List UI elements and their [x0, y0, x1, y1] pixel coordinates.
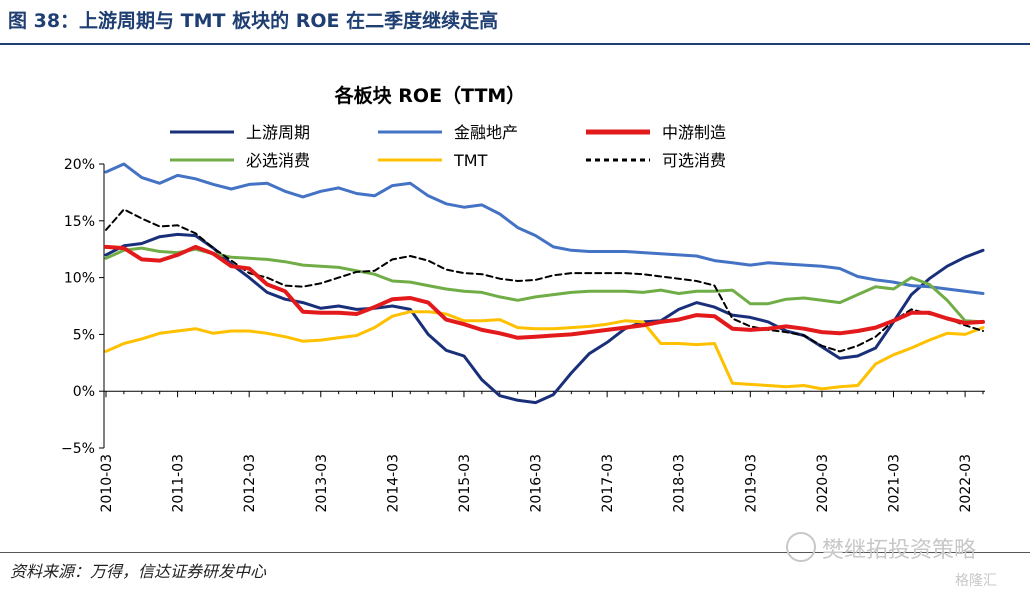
x-tick-label: 2010-03 [99, 454, 115, 513]
x-tick-label: 2012-03 [242, 454, 258, 513]
legend-label: TMT [453, 151, 488, 170]
x-tick-label: 2019-03 [743, 454, 759, 513]
series-line-0 [104, 232, 985, 405]
x-tick-label: 2020-03 [815, 454, 831, 513]
y-tick-label: 10% [64, 271, 95, 287]
y-tick-label: 20% [64, 157, 95, 173]
source-divider [0, 552, 1030, 553]
series-line-2 [104, 244, 985, 340]
title-divider [0, 43, 1030, 45]
legend-label: 金融地产 [454, 123, 518, 142]
x-tick-label: 2017-03 [600, 454, 616, 513]
y-tick-label: −5% [61, 441, 95, 457]
series-layer [104, 162, 985, 405]
series-line-1 [104, 162, 985, 295]
x-tick-label: 2015-03 [457, 454, 473, 513]
legend-label: 上游周期 [246, 123, 310, 142]
x-tick-label: 2014-03 [385, 454, 401, 513]
axes: −5% 0% 5% 10% 15% 20% 2010-03 2011-03 2012-03 201… [61, 157, 985, 513]
x-tick-label: 2022-03 [958, 454, 974, 513]
legend-label: 中游制造 [662, 123, 726, 142]
x-tick-label: 2011-03 [171, 454, 187, 513]
x-tick-label: 2018-03 [672, 454, 688, 513]
source-note: 资料来源：万得，信达证券研发中心 [10, 562, 267, 581]
watermark: 樊继拓投资策略 [822, 538, 977, 563]
series-line-3 [104, 246, 985, 324]
y-tick-label: 5% [73, 327, 95, 343]
watermark-sub: 格隆汇 [955, 573, 997, 589]
x-tick-label: 2021-03 [887, 454, 903, 513]
chart-title: 各板块 ROE（TTM） [334, 84, 526, 107]
legend-label: 可选消费 [662, 151, 726, 170]
series-line-5 [105, 208, 984, 353]
y-tick-label: 15% [64, 214, 95, 230]
x-tick-label: 2013-03 [314, 454, 330, 513]
legend-label: 必选消费 [246, 151, 310, 170]
wechat-icon [786, 532, 816, 562]
series-line-4 [104, 310, 985, 391]
x-tick-label: 2016-03 [529, 454, 545, 513]
y-tick-label: 0% [73, 384, 95, 400]
figure-title: 图 38：上游周期与 TMT 板块的 ROE 在二季度继续走高 [8, 10, 499, 32]
